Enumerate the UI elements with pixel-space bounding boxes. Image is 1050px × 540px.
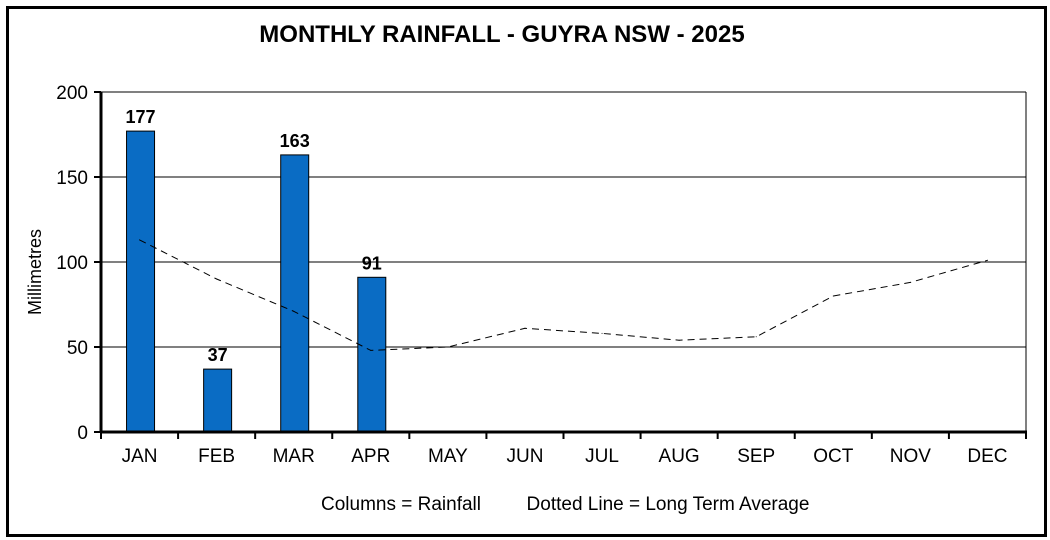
average-line-path: [139, 239, 988, 351]
bar-mar: [280, 154, 310, 433]
average-point-sep: [755, 336, 757, 338]
y-tick-label: 50: [67, 338, 88, 359]
x-tick-label-may: MAY: [428, 446, 468, 467]
y-tick-label: 100: [56, 253, 88, 274]
x-tick-label-oct: OCT: [813, 446, 854, 467]
chart-title: MONTHLY RAINFALL - GUYRA NSW - 2025: [259, 21, 744, 48]
bar-jan: [126, 130, 156, 433]
x-tick-label-sep: SEP: [737, 446, 775, 467]
average-point-apr: [370, 349, 372, 351]
rainfall-bars: [126, 130, 387, 433]
x-tick-label-jul: JUL: [585, 446, 619, 467]
tick-labels: 0 50 100 150 200 177 37 163 91 JAN FEB MAR APR MAY JUN…: [56, 83, 1007, 467]
bar-apr: [357, 276, 387, 433]
legend-columns: Columns = Rainfall: [321, 494, 481, 515]
axes: [94, 91, 1027, 439]
average-line: [139, 239, 988, 351]
x-tick-label-nov: NOV: [890, 446, 932, 467]
bar-feb: [203, 368, 233, 433]
x-tick-label-aug: AUG: [659, 446, 700, 467]
data-label-jan: 177: [126, 107, 156, 127]
average-point-nov: [909, 281, 911, 283]
y-axis-label: Millimetres: [25, 229, 45, 315]
x-tick-label-jan: JAN: [122, 446, 158, 467]
average-point-dec: [986, 259, 988, 261]
legend-line: Dotted Line = Long Term Average: [527, 494, 810, 515]
data-label-feb: 37: [208, 345, 228, 365]
average-point-oct: [832, 295, 834, 297]
chart-frame: [6, 6, 1047, 537]
gridlines: [101, 91, 1027, 432]
y-tick-label: 150: [56, 168, 88, 189]
average-point-may: [447, 346, 449, 348]
x-tick-label-dec: DEC: [967, 446, 1007, 467]
average-point-jan: [139, 239, 141, 241]
data-label-mar: 163: [280, 131, 310, 151]
y-tick-label: 0: [77, 423, 88, 444]
y-tick-label: 200: [56, 83, 88, 104]
x-tick-label-feb: FEB: [198, 446, 235, 467]
average-point-aug: [678, 339, 680, 341]
average-point-jun: [524, 327, 526, 329]
data-label-apr: 91: [362, 253, 382, 273]
average-point-feb: [216, 278, 218, 280]
average-point-mar: [293, 310, 295, 312]
x-tick-label-jun: JUN: [506, 446, 543, 467]
average-point-jul: [601, 332, 603, 334]
x-tick-label-apr: APR: [351, 446, 390, 467]
x-tick-label-mar: MAR: [273, 446, 315, 467]
